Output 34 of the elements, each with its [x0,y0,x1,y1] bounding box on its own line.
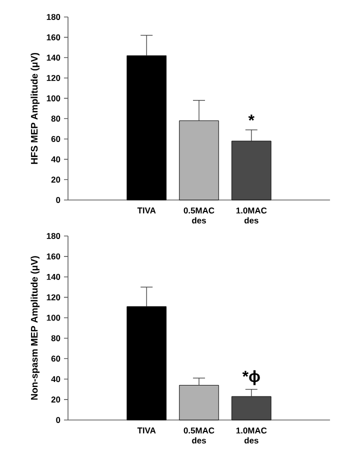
y-tick-label: 100 [46,95,60,102]
annotation: *ϕ [242,370,260,386]
y-tick-label: 160 [46,253,60,260]
y-tick-label: 20 [51,176,60,183]
y-tick-label: 40 [51,376,60,382]
bar [126,306,166,420]
y-tick-label: 20 [51,396,60,403]
y-tick-label: 0 [56,417,60,423]
annotation: * [248,114,254,121]
x-tick-label: 1.0MAC des [236,428,267,444]
x-tick-label: TIVA [137,208,156,214]
x-tick-label: TIVA [137,428,156,434]
y-tick-label: 40 [51,156,60,162]
y-tick-label: 120 [46,294,60,300]
bar [179,384,219,420]
y-tick-label: 0 [56,197,60,203]
bar [179,120,219,200]
x-tick-label: 0.5MAC des [184,428,214,444]
y-axis-title: Non-spasm MEP Amplitude (μV) [30,256,40,400]
y-tick-label: 180 [46,233,60,239]
y-tick-label: 60 [51,136,60,142]
x-tick-label: 0.5MAC des [184,208,214,224]
y-tick-label: 140 [46,274,60,280]
y-tick-label: 140 [46,54,60,61]
y-tick-label: 60 [51,356,60,362]
x-tick-label: 1.0MAC des [236,208,267,224]
y-tick-label: 80 [51,335,60,342]
y-tick-label: 180 [46,14,60,20]
y-tick-label: 80 [51,116,60,122]
y-tick-label: 120 [46,75,60,81]
y-tick-label: 100 [46,314,60,321]
bar [126,55,166,200]
y-axis-title: HFS MEP Amplitude (μV) [30,52,40,164]
y-tick-label: 160 [46,34,60,40]
